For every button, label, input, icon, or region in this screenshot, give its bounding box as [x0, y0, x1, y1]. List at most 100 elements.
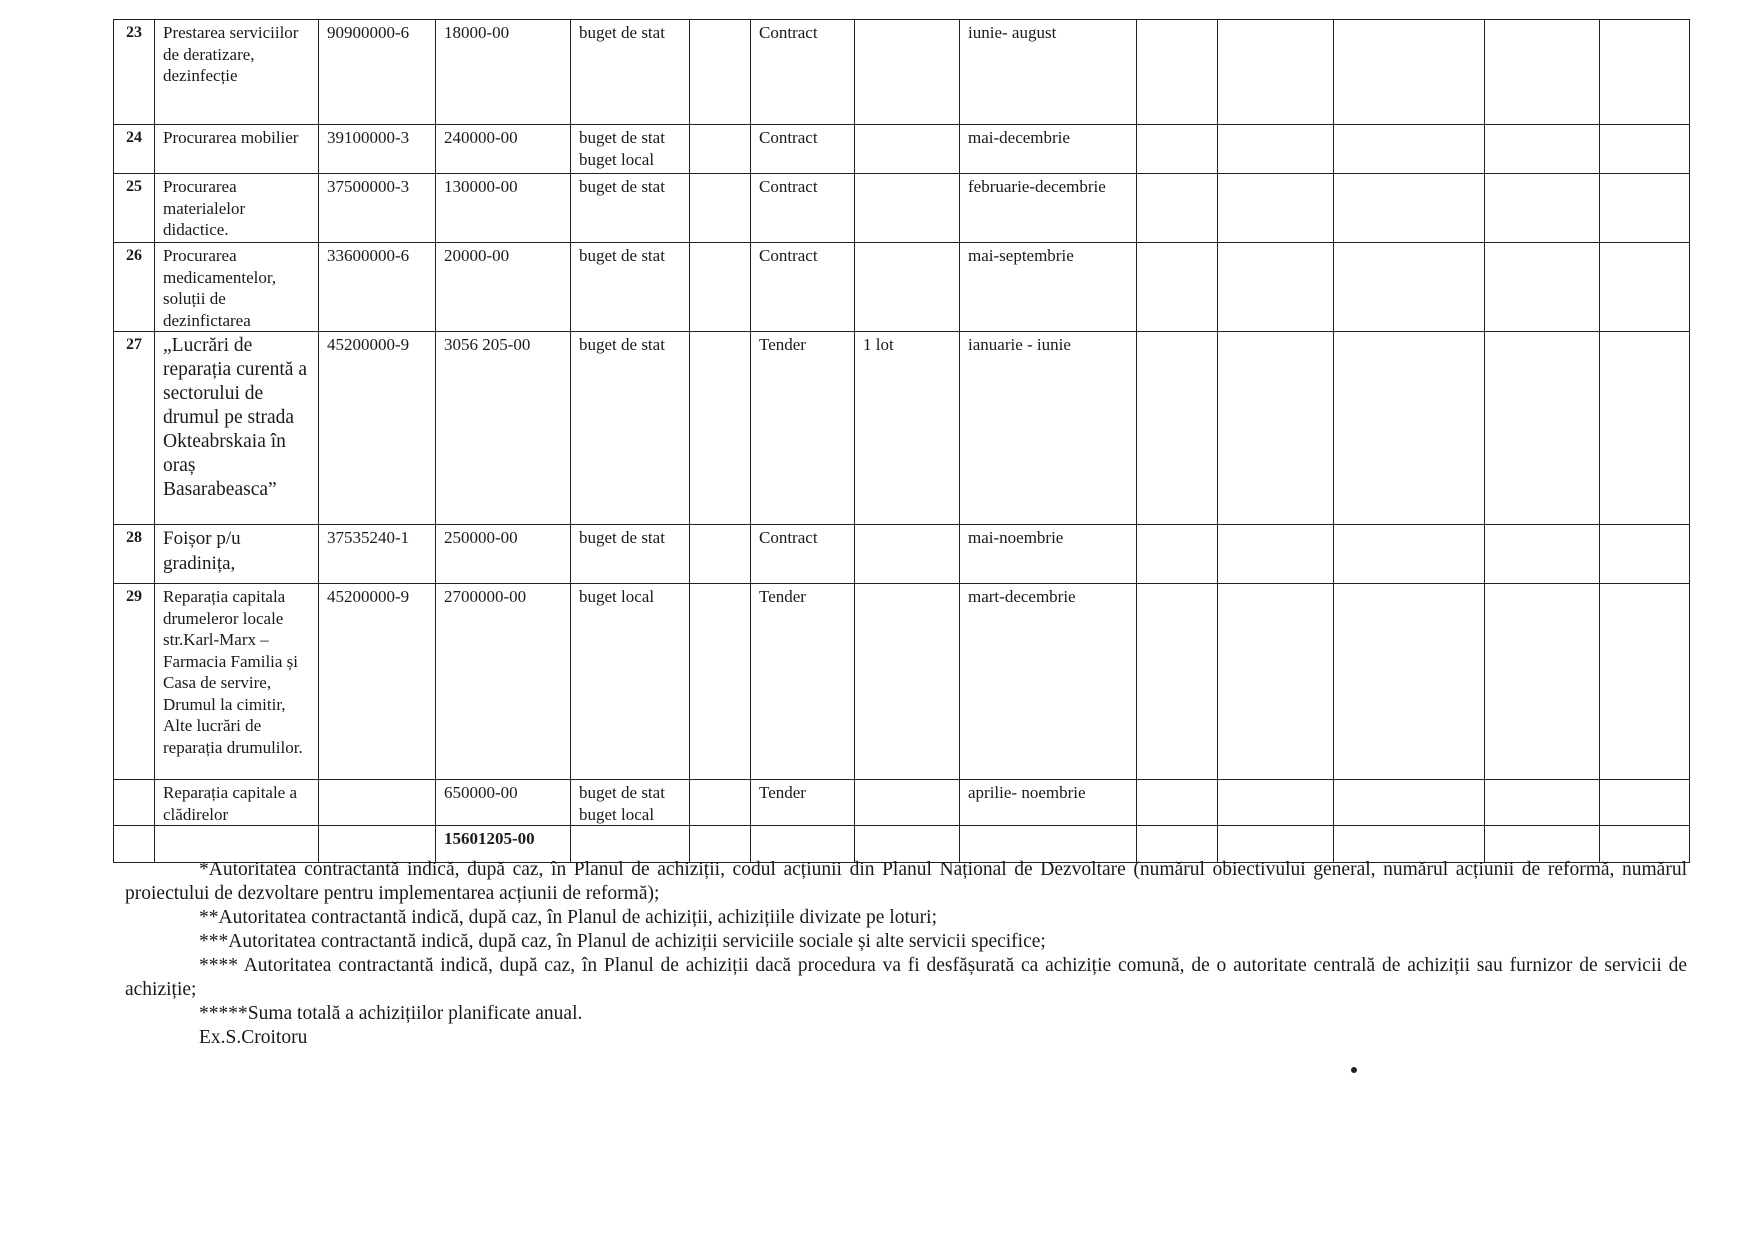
empty-cell [1484, 825, 1600, 863]
footnotes: *Autoritatea contractantă indică, după c… [125, 858, 1687, 1050]
procedure-cell: Tender [750, 583, 855, 780]
procedure-cell: Contract [750, 173, 855, 243]
table-row: 26 Procurarea medicamentelor, soluții de … [113, 242, 1690, 332]
empty-cell [1599, 173, 1690, 243]
cpv-cell: 45200000-9 [318, 583, 436, 780]
procedure-cell: Tender [750, 779, 855, 826]
procurement-plan-table: 23 Prestarea serviciilor de deratizare, d… [113, 19, 1690, 863]
cpv-cell: 37500000-3 [318, 173, 436, 243]
empty-cell [1217, 779, 1334, 826]
lots-cell [854, 242, 960, 332]
empty-cell [689, 524, 751, 584]
empty-cell [689, 331, 751, 525]
empty-cell [1484, 331, 1600, 525]
empty-cell [689, 19, 751, 125]
period-cell: iunie- august [959, 19, 1137, 125]
nr-cell [113, 779, 155, 826]
empty-cell [1599, 124, 1690, 174]
empty-cell [1333, 19, 1485, 125]
value-cell: 20000-00 [435, 242, 571, 332]
empty-cell [570, 825, 690, 863]
funding-source: buget de stat [579, 335, 665, 354]
empty-cell [689, 583, 751, 780]
lots-cell: 1 lot [854, 331, 960, 525]
table-row: 24 Procurarea mobilier 39100000-3 240000-00… [113, 124, 1690, 174]
empty-cell [1217, 242, 1334, 332]
source-cell: buget de stat [570, 524, 690, 584]
cpv-cell: 90900000-6 [318, 19, 436, 125]
lots-cell [854, 124, 960, 174]
empty-cell [154, 825, 319, 863]
total-value: 15601205-00 [435, 825, 571, 863]
object-cell: Procurarea materialelor didactice. [154, 173, 319, 243]
empty-cell [1136, 779, 1218, 826]
value-cell: 650000-00 [435, 779, 571, 826]
empty-cell [1333, 583, 1485, 780]
table-row: 28 Foișor p/u gradinița, 37535240-1 250000-… [113, 524, 1690, 584]
empty-cell [1484, 524, 1600, 584]
object-cell: Reparația capitale a clădirelor [154, 779, 319, 826]
scan-speck [1351, 1067, 1357, 1073]
empty-cell [1136, 583, 1218, 780]
empty-cell [689, 173, 751, 243]
procedure-cell: Contract [750, 524, 855, 584]
empty-cell [1217, 173, 1334, 243]
empty-cell [1333, 779, 1485, 826]
object-cell: Procurarea medicamentelor, soluții de de… [154, 242, 319, 332]
period-cell: ianuarie - iunie [959, 331, 1137, 525]
lots-cell [854, 19, 960, 125]
source-cell: buget de stat [570, 19, 690, 125]
source-cell: buget de stat [570, 173, 690, 243]
nr-cell: 25 [113, 173, 155, 243]
signature: Ex.S.Croitoru [199, 1027, 308, 1048]
empty-cell [854, 825, 960, 863]
source-cell: buget de stat [570, 242, 690, 332]
value-cell: 18000-00 [435, 19, 571, 125]
footnote: ***Autoritatea contractantă indică, după… [199, 931, 1046, 952]
empty-cell [1484, 124, 1600, 174]
procedure-cell: Contract [750, 124, 855, 174]
empty-cell [1136, 124, 1218, 174]
nr-cell: 24 [113, 124, 155, 174]
empty-cell [1136, 825, 1218, 863]
object-cell: Foișor p/u gradinița, [154, 524, 319, 584]
empty-cell [1484, 779, 1600, 826]
source-cell: buget local [570, 583, 690, 780]
nr-cell: 27 [113, 331, 155, 525]
value-cell: 130000-00 [435, 173, 571, 243]
funding-source: buget local [579, 804, 655, 824]
empty-cell [1599, 524, 1690, 584]
object-cell: „Lucrări de reparația curentă a sectorul… [154, 331, 319, 525]
object-cell: Procurarea mobilier [154, 124, 319, 174]
empty-cell [1484, 19, 1600, 125]
empty-cell [1217, 331, 1334, 525]
empty-cell [1217, 19, 1334, 125]
footnote: *****Suma totală a achizițiilor planific… [199, 1003, 583, 1024]
empty-cell [1599, 331, 1690, 525]
empty-cell [1599, 825, 1690, 863]
funding-source: buget de stat [579, 246, 665, 265]
cpv-cell: 39100000-3 [318, 124, 436, 174]
period-cell: februarie-decembrie [959, 173, 1137, 243]
procedure-cell: Contract [750, 242, 855, 332]
procedure-cell: Tender [750, 331, 855, 525]
footnote: *Autoritatea contractantă indică, după c… [125, 859, 1687, 904]
table-row: 27 „Lucrări de reparația curentă a sector… [113, 331, 1690, 525]
empty-cell [1599, 242, 1690, 332]
object-cell: Prestarea serviciilor de deratizare, dez… [154, 19, 319, 125]
cpv-cell [318, 779, 436, 826]
table-row: 25 Procurarea materialelor didactice. 3750… [113, 173, 1690, 243]
empty-cell [1217, 524, 1334, 584]
footnote: **Autoritatea contractantă indică, după … [199, 907, 938, 928]
value-cell: 2700000-00 [435, 583, 571, 780]
empty-cell [1484, 242, 1600, 332]
nr-cell: 29 [113, 583, 155, 780]
empty-cell [689, 779, 751, 826]
cpv-cell: 33600000-6 [318, 242, 436, 332]
empty-cell [1217, 124, 1334, 174]
empty-cell [1333, 825, 1485, 863]
funding-source: buget de stat [579, 128, 665, 147]
procedure-cell: Contract [750, 19, 855, 125]
empty-cell [1136, 242, 1218, 332]
nr-cell: 23 [113, 19, 155, 125]
